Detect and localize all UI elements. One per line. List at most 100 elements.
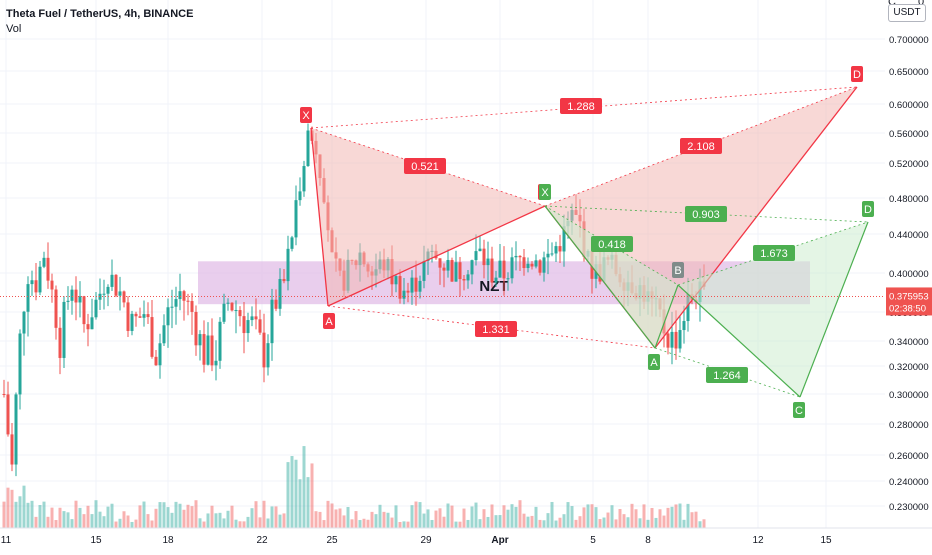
candle-body <box>526 263 530 269</box>
volume-bar <box>270 506 274 528</box>
candle-body <box>478 248 482 252</box>
candle-body <box>198 334 202 346</box>
volume-bar <box>90 514 94 528</box>
volume-bar <box>446 503 450 528</box>
volume-bar <box>94 500 98 528</box>
volume-bar <box>118 518 122 528</box>
candle-body <box>278 278 282 309</box>
volume-bar <box>74 500 78 528</box>
volume-bar <box>54 520 58 528</box>
volume-bar <box>430 519 434 528</box>
point-label-a: A <box>323 313 335 329</box>
candle-body <box>486 258 490 266</box>
volume-bar <box>346 507 350 528</box>
volume-bar <box>166 507 170 528</box>
candle-body <box>406 290 410 293</box>
x-tick-label: 29 <box>420 535 432 546</box>
x-tick-label: 5 <box>590 535 596 546</box>
volume-bar <box>642 504 646 528</box>
ratio-label-text: 0.521 <box>411 161 439 173</box>
candle-body <box>286 248 290 282</box>
candle-body <box>142 314 146 318</box>
volume-bar <box>326 500 330 528</box>
volume-bar <box>646 519 650 528</box>
volume-bar <box>626 517 630 528</box>
candle-body <box>238 310 242 317</box>
candle-body <box>62 301 66 358</box>
candle-body <box>66 300 70 302</box>
volume-bar <box>66 512 70 528</box>
volume-bar <box>50 507 54 528</box>
candle-body <box>402 290 406 299</box>
candle-body <box>522 257 526 269</box>
volume-bar <box>366 519 370 528</box>
candle-body <box>26 284 30 312</box>
volume-bar <box>582 507 586 528</box>
candle-body <box>78 296 82 303</box>
volume-bar <box>246 516 250 528</box>
candle-body <box>18 333 22 395</box>
candle-body <box>294 200 298 238</box>
candle-body <box>518 255 522 258</box>
volume-bar <box>574 519 578 528</box>
candle-body <box>270 299 274 344</box>
candle-body <box>42 257 46 267</box>
point-label-a-bull-bg <box>648 354 660 370</box>
point-label-d-bg <box>851 66 863 82</box>
point-label-x-bull: X <box>539 184 551 200</box>
volume-bar <box>318 511 322 528</box>
point-label-d-bull-bg <box>862 201 874 217</box>
y-tick-label: 0.340000 <box>889 337 929 348</box>
ratio-label: 0.521 <box>404 158 446 174</box>
volume-bar <box>566 502 570 528</box>
currency-selector[interactable]: USDT <box>888 4 926 22</box>
point-label-x-bull-bg <box>539 184 551 200</box>
ratio-label-text: 0.418 <box>598 239 626 251</box>
volume-bar <box>198 518 202 528</box>
price-badge <box>886 287 932 316</box>
volume-bar <box>106 506 110 528</box>
volume-indicator-label[interactable]: Vol <box>6 23 22 35</box>
ratio-label-bg <box>591 236 633 252</box>
symbol-title[interactable]: Theta Fuel / TetherUS, 4h, BINANCE <box>6 8 194 20</box>
point-label-b-bull-text: B <box>674 265 681 277</box>
candle-body <box>54 289 58 328</box>
volume-bar <box>362 518 366 528</box>
volume-bar <box>30 500 34 528</box>
point-label-x-bull-text: X <box>541 187 549 199</box>
x-tick-label: 18 <box>162 535 174 546</box>
candle-body <box>174 299 178 307</box>
harmonic-leg <box>799 221 869 398</box>
volume-bar <box>10 489 14 528</box>
point-label-c-bull-bg <box>793 402 805 418</box>
volume-bar <box>382 511 386 528</box>
volume-bar <box>222 518 226 528</box>
ratio-label-text: 1.331 <box>482 324 510 336</box>
candle-body <box>106 286 110 294</box>
candle-body <box>22 311 26 334</box>
candle-body <box>530 263 534 267</box>
ratio-label: 1.331 <box>475 321 517 337</box>
volume-bar <box>278 514 282 528</box>
point-label-b-bull-bg <box>672 262 684 278</box>
harmonic-leg <box>654 284 679 349</box>
candle-body <box>230 302 234 311</box>
ratio-label: 1.673 <box>753 245 795 261</box>
volume-bar <box>282 513 286 528</box>
x-tick-label: 22 <box>256 535 268 546</box>
point-label-a-bull-text: A <box>650 357 658 369</box>
candle-body <box>102 293 106 295</box>
point-label-c-bull: C <box>793 402 805 418</box>
volume-bar <box>42 501 46 528</box>
volume-bar <box>298 479 302 528</box>
ratio-label-text: 0.903 <box>692 209 720 221</box>
price-badge-value: 0.375953 <box>889 291 929 302</box>
candle-body <box>6 394 10 435</box>
volume-bar <box>682 519 686 528</box>
volume-bar <box>262 500 266 528</box>
volume-bar <box>422 513 426 528</box>
volume-bar <box>610 505 614 528</box>
volume-bar <box>434 510 438 528</box>
